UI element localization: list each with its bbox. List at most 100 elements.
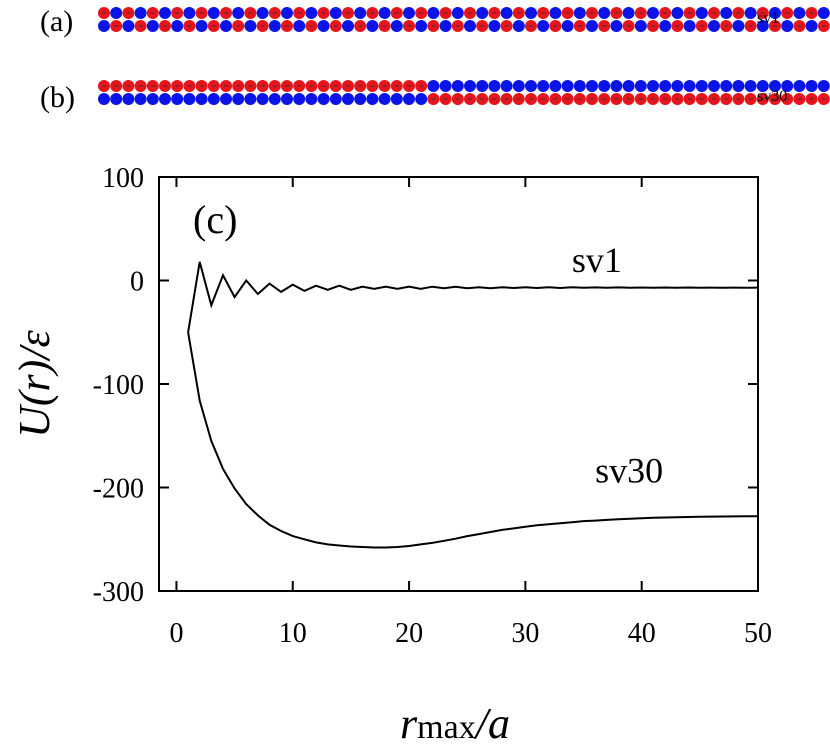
sv1-bottom-bead [244,20,257,32]
sv30-top-bead [586,80,598,92]
sv30-top-bead [708,80,720,92]
y-axis-title: U(r)/ε [10,329,59,437]
sv30-top-bead [805,80,818,92]
sv30-bottom-bead [317,93,330,105]
sv30-bottom-bead [244,93,257,105]
sv1-top-bead [744,7,757,19]
sv1-top-bead [281,7,293,19]
x-tick-label: 20 [395,618,423,649]
sv30-top-bead [500,80,513,92]
sv30-top-bead [769,80,781,92]
sv1-top-bead [159,7,171,19]
sv1-top-bead [329,7,342,19]
y-tick-label: -200 [93,474,144,505]
sv30-top-bead [512,80,525,92]
sv1-bottom-bead [317,20,330,32]
sv1-bottom-bead [683,20,696,32]
sv30-top-bead [695,80,708,92]
sv30-top-bead [598,80,611,92]
sv30-top-bead [683,80,696,92]
annotation-layer: sv1 sv30 [572,240,663,490]
sv1-bottom-bead [708,20,720,32]
sv1-top-bead [427,7,440,19]
sv1-top-bead [403,7,415,19]
sv30-top-bead [476,80,489,92]
sv1-top-bead [671,7,684,19]
chart-panel-c: 0 10 20 30 40 50 -300 -200 -100 0 100 sv1 sv30 (c)… [10,163,772,748]
sv1-top-bead [573,7,586,19]
sv30-top-bead [427,80,440,92]
sv1-bottom-bead [195,20,208,32]
sv1-top-bead [769,7,781,19]
sv30-bottom-bead [98,93,110,105]
sv1-top-bead [207,7,220,19]
panel-b-label: (b) [40,81,75,114]
sv30-top-bead [647,80,659,92]
sv30-top-bead [671,80,684,92]
sv1-bottom-bead [561,20,574,32]
sv30-top-bead [781,80,794,92]
sv30-top-bead [793,80,806,92]
sv30-bottom-bead [207,93,220,105]
sv30-bottom-bead [159,93,171,105]
sv1-top-bead [354,7,367,19]
sv1-bottom-bead [634,20,647,32]
sv30-bottom-bead [134,93,147,105]
sv1-bottom-bead [781,20,794,32]
sv30-top-bead [549,80,562,92]
sv1-bottom-bead [732,20,745,32]
sv30-top-bead [464,80,476,92]
sv1-bottom-bead [122,20,135,32]
series-line-sv30 [187,332,759,549]
y-tick-label: -300 [93,577,144,608]
sv1-bottom-bead [415,20,428,32]
sv1-top-bead [525,7,537,19]
sv1-top-bead [451,7,464,19]
sv30-top-bead [573,80,586,92]
panel-c-label: (c) [193,197,237,242]
sv1-top-bead [720,7,733,19]
sv30-top-bead [634,80,647,92]
sv30-bottom-bead [256,93,269,105]
sv30-top-bead [537,80,550,92]
sv30-bottom-bead [354,93,367,105]
plot-frame [158,176,759,592]
sv1-top-bead [622,7,635,19]
sv1-top-bead [598,7,611,19]
sv1-bottom-bead [756,20,769,32]
sv1-top-bead [110,7,123,19]
chain-sv30 [98,80,830,105]
chain-sv30-label: sv30 [757,88,787,105]
sv1-bottom-bead [464,20,476,32]
sv1-top-bead [817,7,830,19]
sv1-bottom-bead [610,20,623,32]
sv1-bottom-bead [512,20,525,32]
sv1-bottom-bead [488,20,501,32]
sv30-bottom-bead [122,93,135,105]
sv30-bottom-bead [195,93,208,105]
sv1-top-bead [695,7,708,19]
x-tick-label: 40 [628,618,656,649]
sv30-top-bead [561,80,574,92]
sv1-top-bead [134,7,147,19]
sv30-bottom-bead [415,93,428,105]
series-label-sv30: sv30 [595,450,663,490]
sv30-top-bead [451,80,464,92]
sv30-bottom-bead [268,93,281,105]
sv30-bottom-bead [110,93,123,105]
sv30-top-bead [744,80,757,92]
x-tick-label: 0 [169,618,183,649]
sv30-top-bead [525,80,537,92]
sv1-bottom-bead [171,20,184,32]
sv30-bottom-bead [390,93,403,105]
sv1-bottom-bead [366,20,379,32]
x-tick-label: 10 [279,618,307,649]
sv1-bottom-bead [586,20,598,32]
sv30-bottom-bead [220,93,232,105]
sv1-bottom-bead [268,20,281,32]
sv1-top-bead [183,7,196,19]
sv30-bottom-bead [378,93,391,105]
sv30-bottom-bead [146,93,159,105]
y-tick-label: 0 [130,267,144,298]
